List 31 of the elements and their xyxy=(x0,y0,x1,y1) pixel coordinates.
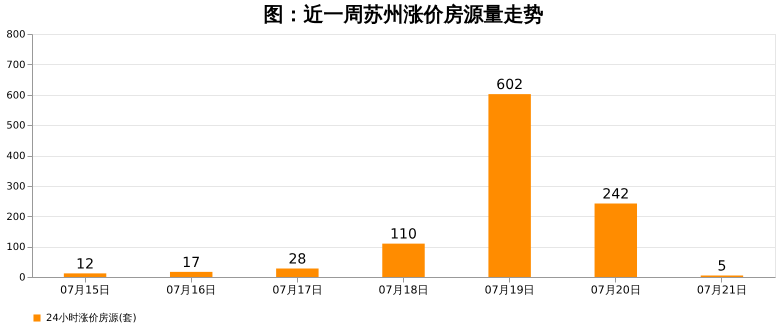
bar xyxy=(488,94,531,277)
x-tick-label: 07月18日 xyxy=(378,284,428,296)
y-tick-label: 300 xyxy=(6,181,26,192)
x-tick-label: 07月19日 xyxy=(484,284,535,296)
data-label: 17 xyxy=(182,254,200,271)
x-tick-label: 07月21日 xyxy=(696,284,747,296)
y-tick-label: 600 xyxy=(6,90,26,102)
data-label: 602 xyxy=(496,77,524,94)
x-tick-label: 07月17日 xyxy=(272,284,322,296)
data-label: 5 xyxy=(717,258,726,274)
y-tick-label: 200 xyxy=(6,212,26,223)
bar xyxy=(594,203,638,277)
x-tick-label: 07月15日 xyxy=(60,284,110,296)
bar xyxy=(64,273,106,277)
bar xyxy=(382,244,425,277)
bar xyxy=(170,272,212,277)
y-tick-label: 500 xyxy=(6,120,26,132)
data-label: 28 xyxy=(288,251,306,268)
y-tick-label: 0 xyxy=(19,272,26,284)
y-tick-label: 700 xyxy=(6,60,26,71)
legend-label: 24小时涨价房源(套) xyxy=(46,312,137,324)
x-tick-label: 07月16日 xyxy=(166,284,216,296)
y-tick-label: 800 xyxy=(6,30,26,40)
bar xyxy=(276,268,319,277)
chart-title: 图：近一周苏州涨价房源量走势 xyxy=(264,2,544,26)
data-label: 12 xyxy=(76,256,94,272)
y-tick-label: 400 xyxy=(6,151,26,162)
data-label: 242 xyxy=(602,186,630,202)
y-tick-label: 100 xyxy=(6,242,26,254)
data-label: 110 xyxy=(390,226,417,243)
x-tick-label: 07月20日 xyxy=(590,284,641,296)
